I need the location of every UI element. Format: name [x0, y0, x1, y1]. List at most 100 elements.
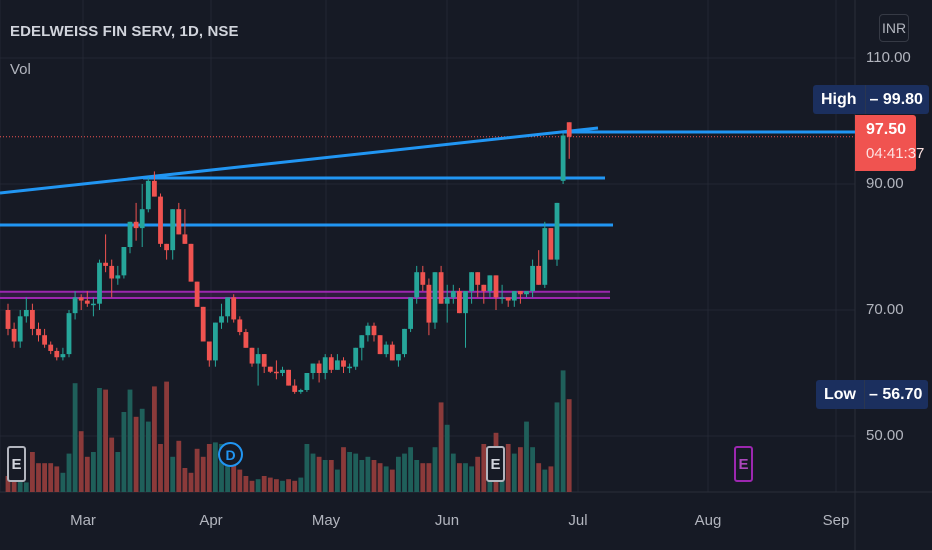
candle-body — [408, 297, 413, 329]
volume-bar — [432, 447, 438, 492]
volume-bar — [548, 466, 554, 492]
volume-bar — [274, 479, 279, 492]
candle-body — [481, 284, 487, 292]
time-tick-may: May — [311, 512, 341, 529]
candle-body — [54, 350, 60, 358]
volume-bar — [402, 453, 407, 492]
volume-bar — [335, 469, 340, 492]
candle-body — [328, 357, 334, 370]
volume-bar — [225, 447, 230, 492]
candle-body — [341, 360, 346, 367]
volume-bar — [328, 460, 334, 492]
candle-body — [396, 354, 401, 361]
volume-bar — [188, 472, 194, 492]
candle-body — [231, 297, 237, 320]
candle-body — [103, 262, 108, 266]
volume-bar — [133, 416, 139, 492]
volume-bar — [219, 444, 224, 492]
candle-body — [530, 265, 535, 292]
volume-bar — [524, 421, 529, 492]
candle-body — [359, 335, 365, 348]
candle-body — [280, 369, 285, 373]
candle-body — [84, 300, 90, 304]
candle-body — [115, 275, 121, 279]
candle-body — [566, 122, 572, 137]
time-tick-apr: Apr — [199, 512, 223, 529]
candle-body — [97, 262, 102, 304]
earnings-event-icon[interactable]: E — [7, 446, 26, 482]
volume-bar — [280, 480, 285, 492]
volume-bar — [72, 383, 78, 492]
price-tick-110: 110.00 — [866, 49, 911, 66]
bar-close-countdown: 04:41:37 — [866, 145, 925, 162]
candle-body — [475, 272, 481, 285]
volume-bar — [353, 453, 359, 492]
volume-bar — [322, 460, 328, 492]
candle-body — [414, 272, 420, 298]
volume-indicator-label[interactable]: Vol — [10, 61, 31, 78]
volume-bar — [23, 482, 29, 492]
low-marker-label: Low — [816, 380, 864, 409]
candle-body — [206, 341, 212, 361]
volume-bar — [469, 466, 474, 492]
volume-bar — [292, 480, 298, 492]
volume-bar — [566, 399, 572, 492]
volume-bar — [243, 476, 249, 492]
candle-body — [316, 363, 322, 373]
volume-bar — [164, 381, 169, 492]
volume-bar — [414, 460, 420, 492]
volume-bar — [377, 463, 383, 492]
volume-bar — [200, 456, 206, 492]
volume-bar — [30, 452, 35, 492]
candle-body — [511, 291, 517, 301]
volume-bar — [304, 444, 310, 492]
volume-bar — [365, 456, 371, 492]
candle-body — [182, 234, 188, 244]
volume-bar — [158, 444, 163, 492]
volume-bar — [48, 463, 54, 492]
candle-body — [17, 316, 23, 342]
candle-body — [304, 373, 310, 391]
candle-body — [274, 371, 279, 374]
earnings-event-icon[interactable]: E — [486, 446, 505, 482]
time-tick-sep: Sep — [822, 512, 850, 529]
high-marker: High – 99.80 — [813, 85, 929, 114]
candle-body — [450, 291, 456, 298]
rising-trendline — [0, 126, 599, 195]
candle-body — [133, 221, 139, 229]
candle-body — [127, 221, 133, 247]
volume-bar — [298, 477, 304, 492]
high-marker-label: High — [813, 85, 865, 114]
time-tick-aug: Aug — [694, 512, 722, 529]
volume-bar — [267, 477, 273, 492]
candle-body — [493, 275, 499, 298]
last-price-tag: 97.50 04:41:37 — [855, 115, 924, 171]
candle-body — [72, 297, 78, 314]
symbol-title[interactable]: EDELWEISS FIN SERV, 1D, NSE — [10, 23, 239, 40]
candle-body — [426, 284, 432, 323]
candle-body — [267, 366, 273, 372]
volume-bar — [60, 472, 66, 492]
volume-bar — [36, 463, 41, 492]
candle-body — [213, 322, 218, 361]
low-marker: Low – 56.70 — [816, 380, 929, 409]
volume-bar — [554, 402, 560, 492]
upcoming-earnings-event-icon[interactable]: E — [734, 446, 753, 482]
candle-body — [377, 335, 383, 355]
volume-bar — [103, 389, 108, 492]
dividend-event-icon[interactable]: D — [218, 442, 243, 467]
volume-bar — [109, 437, 115, 492]
volume-bar — [347, 452, 352, 492]
candle-body — [371, 325, 377, 336]
volume-bar — [475, 456, 481, 492]
currency-badge[interactable]: INR — [879, 14, 909, 42]
volume-bar — [310, 453, 316, 492]
volume-bar — [536, 463, 542, 492]
price-tick-70: 70.00 — [866, 301, 904, 318]
candle-body — [469, 272, 474, 292]
volume-bar — [213, 442, 218, 492]
candle-body — [389, 344, 395, 361]
time-tick-jul: Jul — [568, 512, 588, 529]
